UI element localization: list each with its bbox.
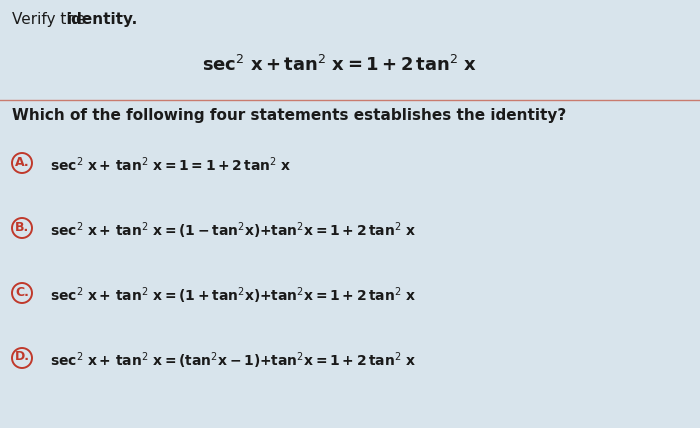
Text: $\mathbf{sec}^2\ \mathbf{x+tan}^2\ \mathbf{x=1+2\,tan}^2\ \mathbf{x}$: $\mathbf{sec}^2\ \mathbf{x+tan}^2\ \math… — [202, 55, 477, 75]
Text: B.: B. — [15, 220, 29, 234]
Text: A.: A. — [15, 155, 29, 169]
Text: $\mathbf{sec}^2\ \mathbf{x+\,tan}^2\ \mathbf{x=}\boldsymbol{(}\mathbf{1+tan}^2\m: $\mathbf{sec}^2\ \mathbf{x+\,tan}^2\ \ma… — [50, 285, 416, 306]
Text: Which of the following four statements establishes the identity?: Which of the following four statements e… — [12, 108, 566, 123]
Text: identity.: identity. — [67, 12, 139, 27]
Text: Verify the: Verify the — [12, 12, 90, 27]
Text: D.: D. — [15, 351, 29, 363]
Text: C.: C. — [15, 285, 29, 298]
Text: $\mathbf{sec}^2\ \mathbf{x+\,tan}^2\ \mathbf{x=1=1+2\,tan}^2\ \mathbf{x}$: $\mathbf{sec}^2\ \mathbf{x+\,tan}^2\ \ma… — [50, 155, 291, 174]
Text: $\mathbf{sec}^2\ \mathbf{x+\,tan}^2\ \mathbf{x=}\boldsymbol{(}\mathbf{tan}^2\mat: $\mathbf{sec}^2\ \mathbf{x+\,tan}^2\ \ma… — [50, 350, 416, 371]
Text: $\mathbf{sec}^2\ \mathbf{x+\,tan}^2\ \mathbf{x=}\boldsymbol{(}\mathbf{1-tan}^2\m: $\mathbf{sec}^2\ \mathbf{x+\,tan}^2\ \ma… — [50, 220, 416, 241]
